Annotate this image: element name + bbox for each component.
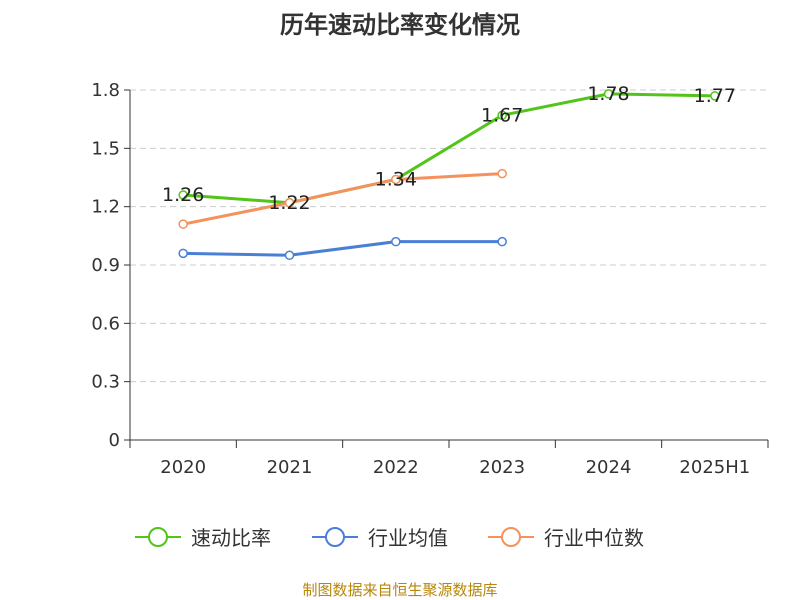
data-point[interactable] [603,89,614,99]
data-labels: 1.26 1.22 1.34 1.67 1.78 1.77 [162,83,736,214]
x-tick-label: 2020 [160,457,206,478]
x-tick-label: 2025H1 [679,457,750,478]
y-tick-label: 0.3 [91,372,120,393]
data-point[interactable] [710,91,720,101]
y-tick-label: 1.2 [91,197,120,218]
data-point[interactable] [391,236,401,247]
x-tick-label: 2024 [586,457,632,478]
legend-item[interactable]: 行业均值 [312,526,448,550]
y-tick-label: 0.6 [91,313,120,334]
series-3 [178,168,507,229]
data-point[interactable] [391,174,401,185]
y-tick-label: 1.8 [91,80,120,101]
chart-title: 历年速动比率变化情况 [280,11,520,39]
x-tick-label: 2022 [373,457,419,478]
legend-label: 速动比率 [191,526,271,550]
legend-marker [325,527,345,547]
series-line [183,92,715,205]
y-tick-label: 0 [109,430,120,451]
data-label: 1.67 [481,104,523,126]
data-point[interactable] [497,110,507,121]
legend-label: 行业均值 [368,526,448,550]
data-label: 1.22 [268,192,310,214]
legend-item[interactable]: 行业中位数 [488,526,644,550]
x-tick-label: 2021 [267,457,313,478]
series-line [183,240,503,257]
data-point[interactable] [497,168,507,179]
legend-marker [501,527,521,547]
legend-label: 行业中位数 [544,526,644,550]
y-tick-label: 1.5 [91,138,120,159]
data-point[interactable] [284,198,295,208]
data-label: 1.77 [694,85,736,107]
data-point[interactable] [497,236,507,247]
data-label: 1.78 [587,83,629,105]
y-tick-label: 0.9 [91,255,120,276]
data-point[interactable] [178,219,188,229]
legend[interactable]: 速动比率 行业均值 行业中位数 [135,526,644,550]
data-point[interactable] [284,250,295,261]
x-tick-label: 2023 [479,457,525,478]
data-point[interactable] [178,248,188,259]
axes: 0 0.3 0.6 0.9 1.2 1.5 1.8 2020 2021 2022 2023 2024 2… [91,80,769,478]
legend-item[interactable]: 速动比率 [135,526,271,550]
data-label: 1.26 [162,184,204,206]
data-label: 1.34 [375,168,417,190]
grid [130,89,768,383]
legend-marker [148,527,168,547]
series-layer [178,89,720,261]
source-note: 制图数据来自恒生聚源数据库 [302,581,497,599]
series-2 [178,236,507,261]
series-line [182,172,503,226]
data-point[interactable] [178,190,188,200]
